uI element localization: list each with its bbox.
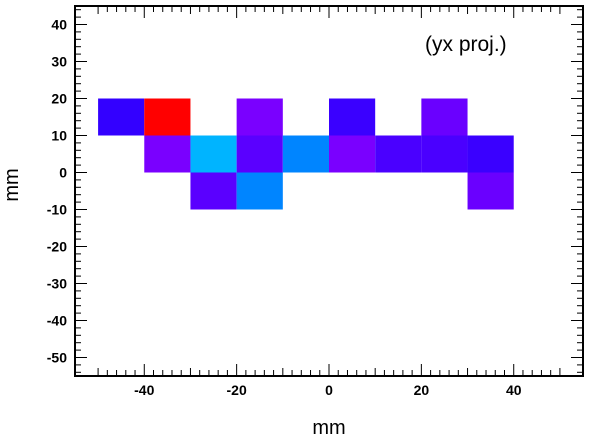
heatmap-cell-11	[421, 135, 468, 173]
x-tick-label-2: 0	[325, 382, 333, 398]
heatmap-cell-1	[144, 98, 191, 136]
projection-annotation: (yx proj.)	[425, 33, 507, 56]
heatmap-cell-13	[190, 172, 237, 210]
y-tick-label-2: 20	[51, 91, 67, 107]
heatmap-cell-14	[236, 172, 283, 210]
y-tick-label-0: 40	[51, 17, 67, 33]
y-tick-label-5: -10	[47, 202, 67, 218]
heatmap-cell-2	[236, 98, 283, 136]
y-axis-title: mm	[1, 168, 23, 201]
heatmap-cell-9	[329, 135, 376, 173]
x-tick-label-0: -40	[134, 382, 154, 398]
y-tick-label-1: 30	[51, 54, 67, 70]
heatmap-cell-4	[421, 98, 468, 136]
x-tick-label-4: 40	[506, 382, 522, 398]
tick-labels: -40 -20 0 20 40 40 30 20 10 0 -10 -20 -30 -40 -50	[47, 17, 522, 399]
y-tick-label-6: -20	[47, 239, 67, 255]
axis-ticks	[75, 6, 583, 376]
x-axis-title: mm	[312, 417, 345, 439]
heatmap-cells	[98, 98, 514, 210]
heatmap-cell-5	[144, 135, 191, 173]
heatmap-cell-8	[282, 135, 329, 173]
heatmap-cell-7	[236, 135, 283, 173]
heatmap-cell-10	[375, 135, 422, 173]
heatmap-cell-15	[467, 172, 514, 210]
y-tick-label-9: -50	[47, 350, 67, 366]
y-tick-label-4: 0	[59, 165, 67, 181]
y-tick-label-7: -30	[47, 276, 67, 292]
heatmap-cell-0	[98, 98, 145, 136]
heatmap-cell-6	[190, 135, 237, 173]
heatmap-cell-12	[467, 135, 514, 173]
y-tick-label-3: 10	[51, 128, 67, 144]
x-tick-label-1: -20	[227, 382, 247, 398]
y-tick-label-8: -40	[47, 313, 67, 329]
x-tick-label-3: 20	[414, 382, 430, 398]
heatmap-cell-3	[329, 98, 376, 136]
